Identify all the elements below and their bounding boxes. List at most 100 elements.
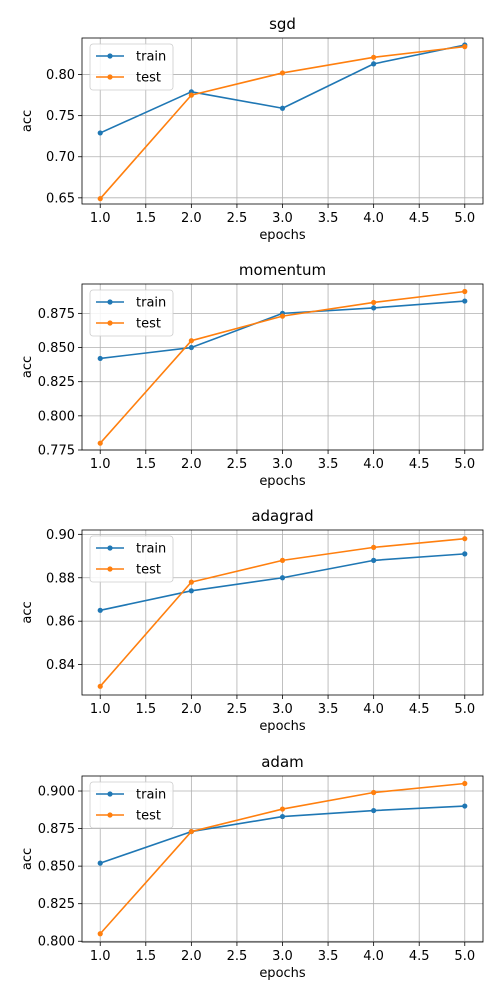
y-tick-label: 0.825 (38, 897, 75, 912)
x-tick-label: 1.0 (90, 457, 111, 472)
data-point-test (97, 931, 103, 937)
x-tick-label: 4.5 (409, 949, 430, 964)
data-point-train (97, 355, 103, 362)
x-tick-label: 5.0 (454, 702, 475, 717)
legend-label-train: train (136, 788, 166, 803)
x-tick-label: 2.5 (227, 702, 248, 717)
legend-marker-train (107, 53, 113, 59)
x-axis-label: epochs (259, 966, 306, 981)
x-tick-label: 5.0 (454, 457, 475, 472)
legend-label-test: test (136, 563, 161, 578)
legend-marker-test (107, 320, 113, 326)
data-point-test (462, 288, 468, 295)
x-tick-label: 2.5 (227, 211, 248, 226)
legend-label-test: test (136, 809, 161, 824)
x-tick-label: 4.0 (363, 702, 384, 717)
data-point-test (97, 683, 103, 689)
data-point-train (462, 298, 468, 304)
data-point-test (188, 828, 194, 835)
x-tick-label: 3.5 (318, 949, 339, 964)
data-point-train (188, 344, 194, 351)
data-point-train (97, 130, 103, 136)
y-tick-label: 0.875 (38, 822, 75, 837)
data-point-train (462, 551, 468, 557)
chart-panel-sgd: 1.0 1.5 2.0 2.5 3.0 3.5 4.0 4.5 5.0 0.65 0.70 0.75 0… (20, 15, 484, 243)
x-tick-label: 2.0 (181, 211, 202, 226)
data-point-test (371, 544, 377, 550)
y-tick-label: 0.80 (46, 68, 75, 83)
data-point-train (97, 860, 103, 866)
x-tick-label: 3.5 (318, 457, 339, 472)
data-point-test (279, 557, 286, 563)
y-axis-label: acc (20, 356, 35, 378)
y-tick-label: 0.850 (38, 341, 75, 356)
y-tick-label: 0.900 (38, 785, 75, 800)
data-point-test (371, 789, 377, 796)
y-tick-label: 0.88 (46, 571, 75, 586)
x-tick-label: 1.0 (90, 702, 111, 717)
x-tick-label: 2.0 (181, 949, 202, 964)
data-point-test (188, 92, 194, 98)
legend-marker-train (107, 299, 113, 305)
chart-title: adam (261, 753, 304, 771)
x-tick-label: 2.0 (181, 457, 202, 472)
x-tick-label: 4.0 (363, 949, 384, 964)
legend-marker-test (107, 566, 113, 572)
data-point-train (371, 557, 377, 563)
x-axis-label: epochs (259, 474, 306, 489)
data-point-train (279, 575, 286, 581)
x-tick-label: 3.0 (272, 211, 293, 226)
x-tick-label: 5.0 (454, 949, 475, 964)
x-tick-label: 3.0 (272, 949, 293, 964)
data-point-test (188, 338, 194, 344)
data-point-test (371, 54, 377, 60)
x-tick-label: 3.5 (318, 702, 339, 717)
series-test (97, 536, 468, 689)
x-tick-label: 5.0 (454, 211, 475, 226)
y-tick-label: 0.850 (38, 860, 75, 875)
x-tick-label: 2.5 (227, 949, 248, 964)
chart-title: adagrad (251, 507, 313, 525)
data-point-train (97, 607, 103, 613)
chart-panel-adagrad: 1.0 1.5 2.0 2.5 3.0 3.5 4.0 4.5 5.0 0.84 0.86 0.88 0… (20, 507, 484, 734)
data-point-test (97, 196, 103, 202)
data-point-test (97, 440, 103, 446)
x-tick-label: 1.0 (90, 211, 111, 226)
data-point-test (371, 299, 377, 306)
legend-label-train: train (136, 50, 166, 65)
x-tick-label: 3.0 (272, 457, 293, 472)
legend-marker-test (107, 812, 113, 818)
legend: train test (89, 289, 174, 337)
x-tick-label: 1.5 (135, 211, 156, 226)
y-tick-label: 0.75 (46, 109, 75, 124)
chart-title: momentum (239, 261, 326, 279)
legend-label-train: train (136, 542, 166, 557)
x-tick-label: 4.0 (363, 211, 384, 226)
y-tick-label: 0.800 (38, 409, 75, 424)
x-tick-label: 2.5 (227, 457, 248, 472)
x-axis-label: epochs (259, 719, 306, 734)
y-tick-label: 0.775 (38, 444, 75, 459)
legend-label-test: test (136, 71, 161, 86)
y-tick-label: 0.84 (46, 658, 75, 673)
y-tick-label: 0.70 (46, 150, 75, 165)
y-tick-label: 0.800 (38, 935, 75, 950)
data-point-test (279, 806, 286, 812)
series-train (97, 551, 468, 613)
data-point-test (279, 313, 286, 319)
x-tick-label: 1.5 (135, 702, 156, 717)
series-test (97, 44, 468, 202)
chart-panel-adam: 1.0 1.5 2.0 2.5 3.0 3.5 4.0 4.5 5.0 0.800 0.825 0.8… (20, 753, 484, 981)
data-point-test (188, 579, 194, 585)
x-tick-label: 4.0 (363, 457, 384, 472)
series-test (97, 780, 468, 937)
data-point-train (279, 813, 286, 820)
x-tick-label: 1.0 (90, 949, 111, 964)
x-tick-label: 3.0 (272, 702, 293, 717)
data-point-train (462, 803, 468, 809)
data-point-train (371, 61, 377, 67)
legend-label-test: test (136, 317, 161, 332)
x-tick-label: 1.5 (135, 457, 156, 472)
legend-marker-train (107, 545, 113, 551)
